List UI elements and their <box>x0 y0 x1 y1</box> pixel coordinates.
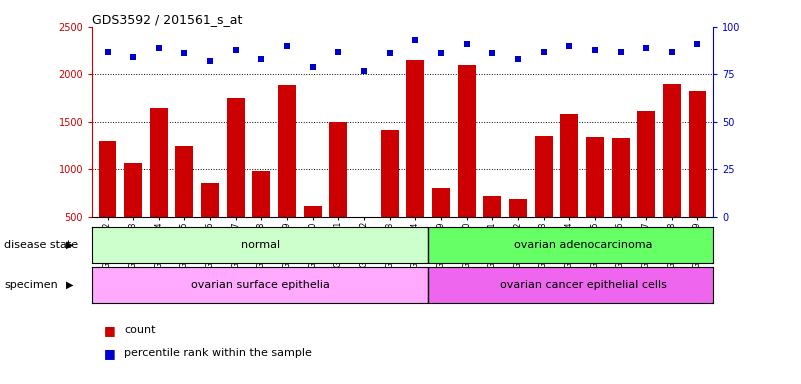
Bar <box>92 227 429 263</box>
Text: ▶: ▶ <box>66 280 73 290</box>
Point <box>101 48 114 55</box>
Bar <box>380 129 399 265</box>
Bar <box>355 217 373 265</box>
Point <box>435 50 448 56</box>
Point <box>357 68 370 74</box>
Text: ■: ■ <box>104 324 116 337</box>
Bar <box>534 136 553 265</box>
Point <box>614 48 627 55</box>
Point <box>203 58 216 64</box>
Bar <box>457 65 476 265</box>
Bar <box>406 60 425 265</box>
Text: ovarian cancer epithelial cells: ovarian cancer epithelial cells <box>500 280 667 290</box>
Bar <box>201 183 219 265</box>
Text: ■: ■ <box>104 347 116 360</box>
Bar <box>304 205 322 265</box>
Text: ▶: ▶ <box>66 240 73 250</box>
Point <box>512 56 525 62</box>
Text: count: count <box>124 325 155 335</box>
Bar <box>432 189 450 265</box>
Text: GDS3592 / 201561_s_at: GDS3592 / 201561_s_at <box>92 13 243 26</box>
Point <box>666 48 678 55</box>
Point <box>691 41 704 47</box>
Bar <box>278 85 296 265</box>
Point <box>486 50 499 56</box>
Bar <box>663 84 681 265</box>
Bar <box>612 138 630 265</box>
Text: percentile rank within the sample: percentile rank within the sample <box>124 348 312 358</box>
Point <box>178 50 191 56</box>
Text: specimen: specimen <box>4 280 58 290</box>
Bar <box>175 146 193 265</box>
Point <box>409 37 422 43</box>
Point <box>229 46 242 53</box>
Bar <box>124 163 142 265</box>
Bar <box>150 108 167 265</box>
Text: normal: normal <box>240 240 280 250</box>
Point <box>383 50 396 56</box>
Bar <box>429 267 713 303</box>
Bar <box>509 199 527 265</box>
Text: ovarian adenocarcinoma: ovarian adenocarcinoma <box>514 240 653 250</box>
Text: disease state: disease state <box>4 240 78 250</box>
Point <box>461 41 473 47</box>
Point <box>306 64 319 70</box>
Point <box>280 43 293 49</box>
Text: ovarian surface epithelia: ovarian surface epithelia <box>191 280 330 290</box>
Point <box>332 48 344 55</box>
Point <box>152 45 165 51</box>
Point <box>127 54 139 60</box>
Point <box>255 56 268 62</box>
Bar <box>252 171 271 265</box>
Bar <box>689 91 706 265</box>
Point <box>589 46 602 53</box>
Bar <box>429 227 713 263</box>
Bar <box>483 196 501 265</box>
Bar <box>638 111 655 265</box>
Point <box>537 48 550 55</box>
Bar <box>560 114 578 265</box>
Bar <box>92 267 429 303</box>
Bar <box>99 141 116 265</box>
Bar <box>329 122 348 265</box>
Bar <box>586 137 604 265</box>
Point <box>563 43 576 49</box>
Point <box>640 45 653 51</box>
Bar <box>227 98 245 265</box>
